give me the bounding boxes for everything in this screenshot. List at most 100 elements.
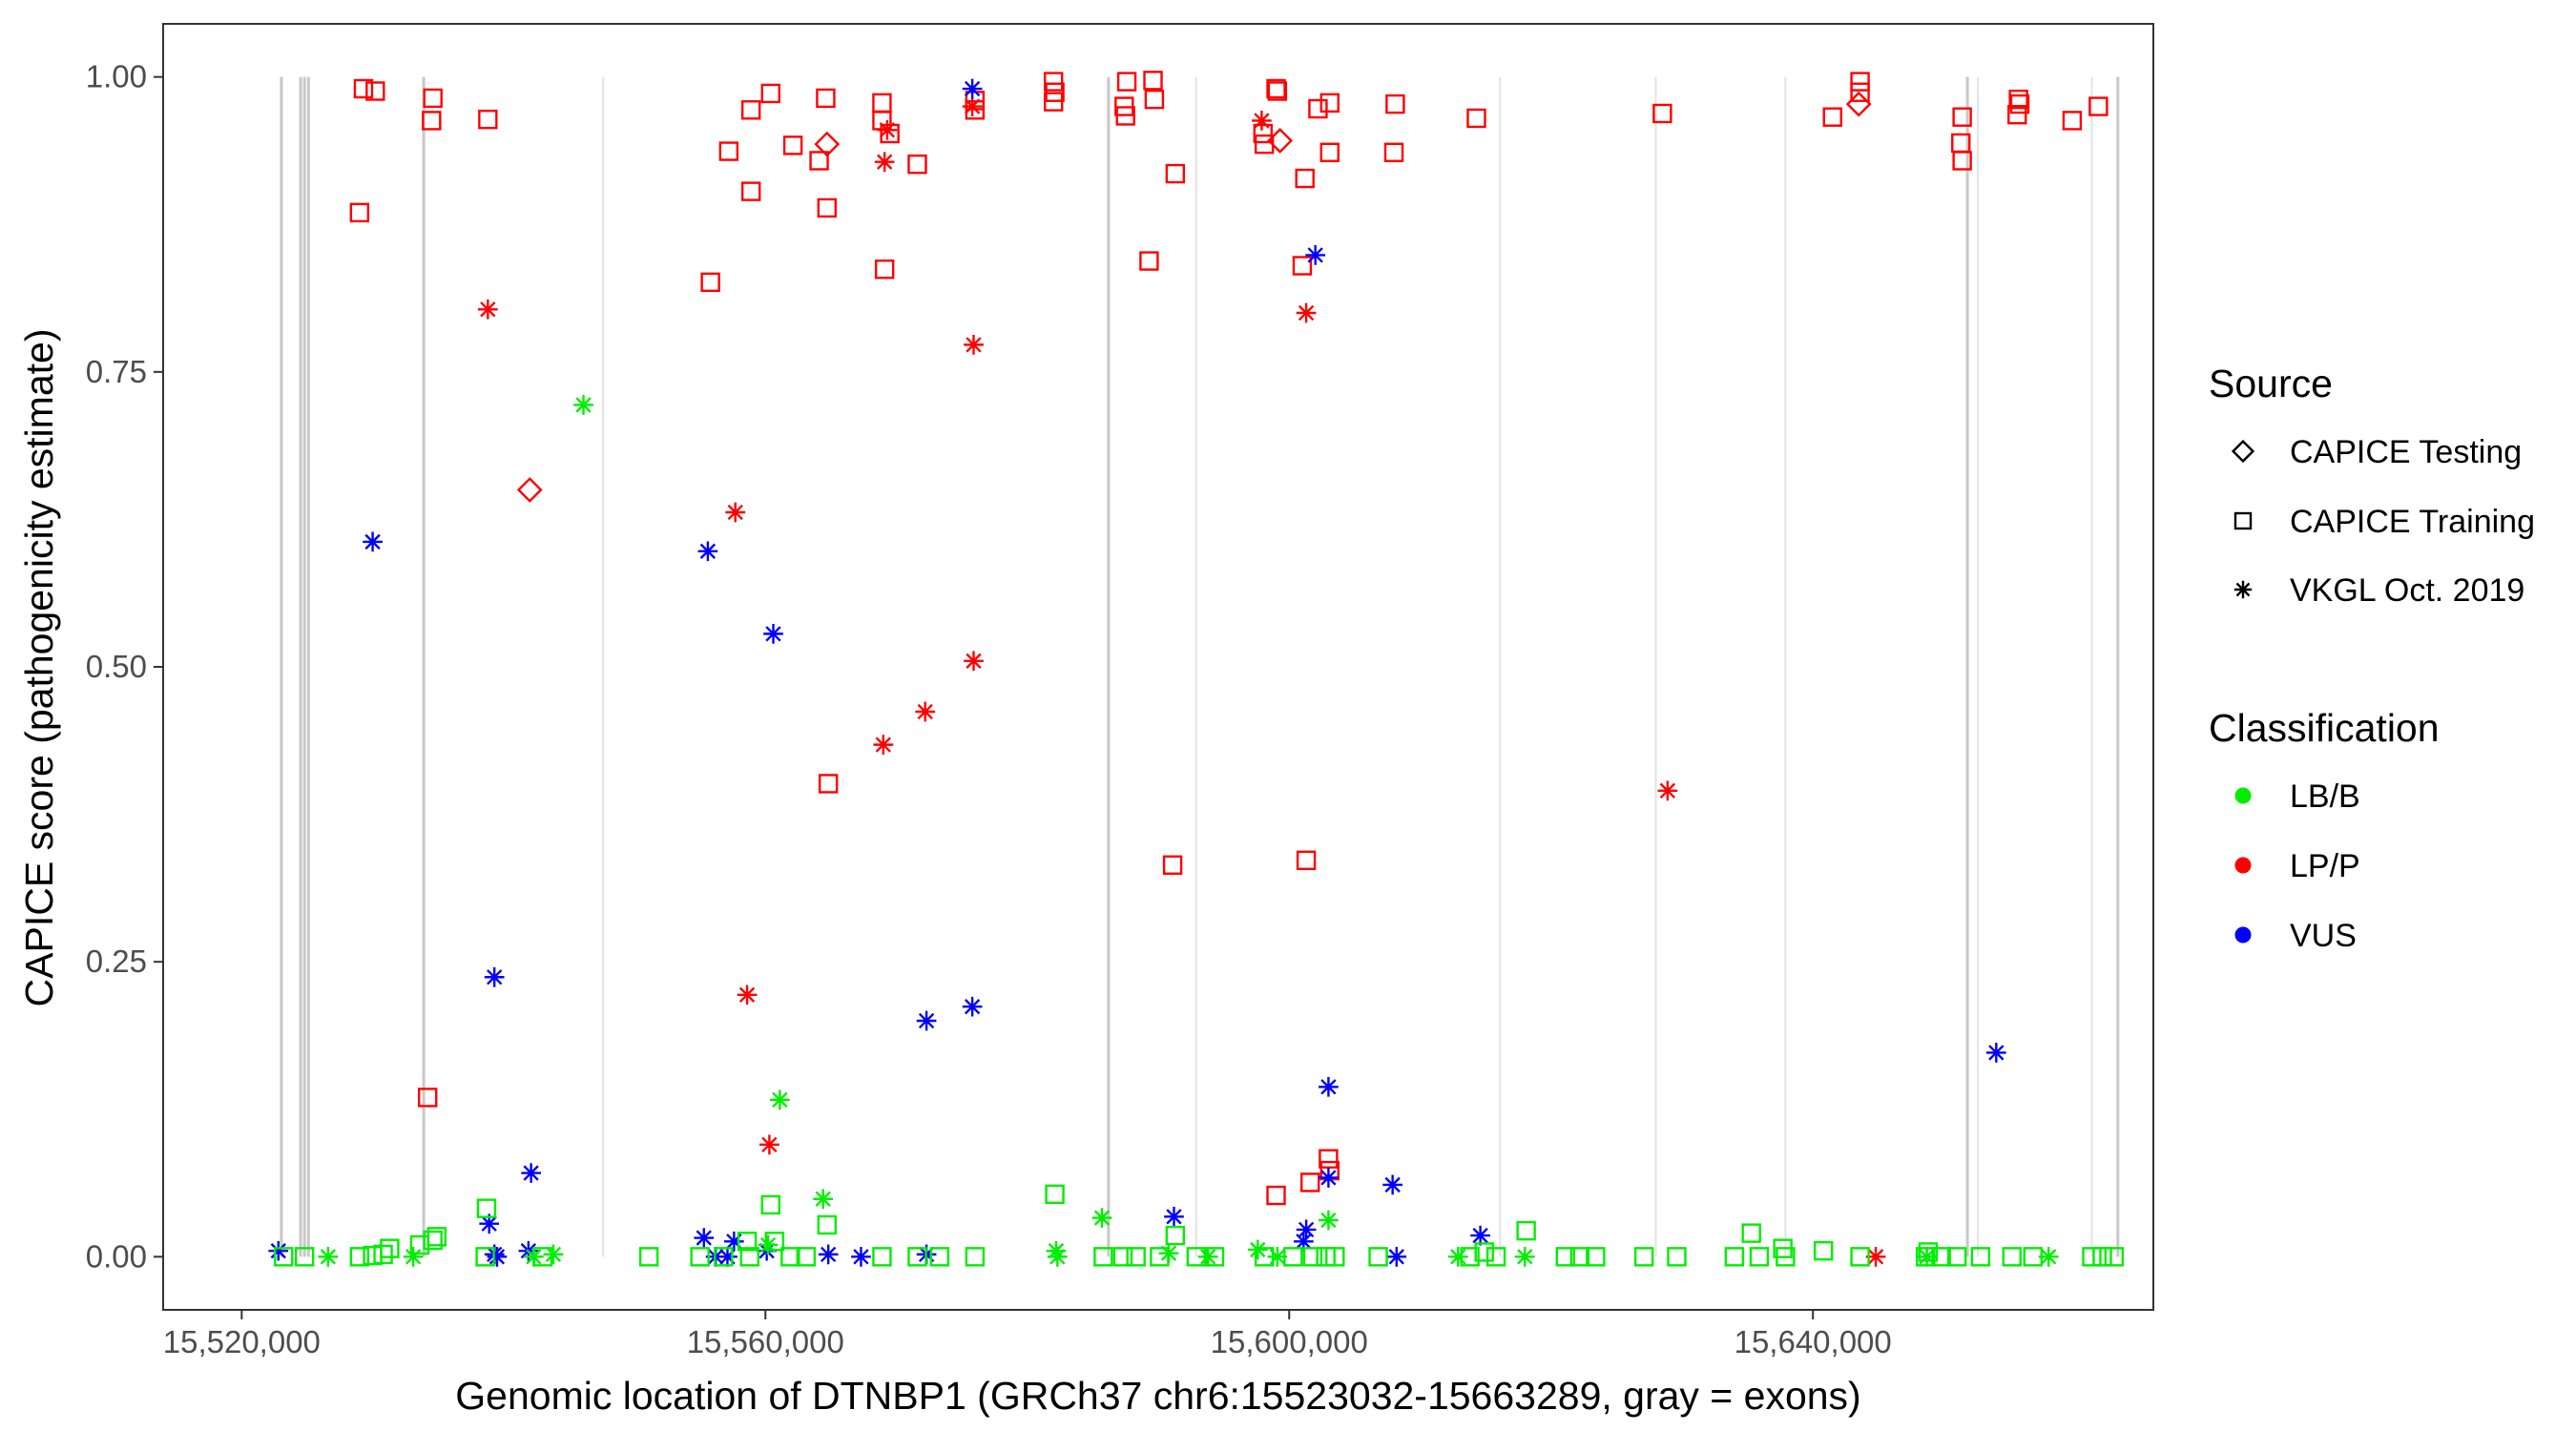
legend-key-dot: [2234, 787, 2252, 804]
data-point-asterisk: [873, 735, 894, 755]
legend-label: VKGL Oct. 2019: [2290, 572, 2524, 609]
data-point-square: [423, 88, 443, 109]
data-point-asterisk: [1470, 1225, 1490, 1246]
x-axis: 15,520,000 15,560,000 15,600,000 15,640,000: [163, 1310, 1892, 1359]
data-point-square: [796, 1247, 817, 1267]
data-point-square: [1266, 1185, 1286, 1206]
data-point-asterisk: [403, 1247, 424, 1267]
data-point-square: [1115, 106, 1135, 126]
data-point-square: [1383, 142, 1404, 163]
data-point-asterisk: [1305, 245, 1326, 265]
data-point-square: [718, 141, 739, 161]
data-point-square: [1952, 107, 1972, 127]
data-point-square: [1267, 81, 1288, 101]
data-point-asterisk: [964, 335, 984, 355]
data-point-asterisk: [1382, 1174, 1402, 1195]
legend-label: LB/B: [2290, 778, 2360, 815]
legend-key-square: [2233, 511, 2253, 530]
data-point-asterisk: [962, 996, 983, 1017]
data-point-square: [1319, 1149, 1339, 1169]
data-point-asterisk: [962, 96, 983, 116]
data-point-square: [764, 1232, 785, 1252]
data-point-asterisk: [759, 1134, 779, 1155]
data-point-square: [1266, 78, 1286, 99]
data-point-square: [1385, 93, 1405, 114]
data-point-square: [2009, 93, 2030, 114]
data-point-square: [816, 88, 836, 109]
legend-label: CAPICE Testing: [2290, 434, 2522, 470]
data-point-asterisk: [1296, 1219, 1317, 1240]
data-point-asterisk: [770, 1089, 790, 1110]
data-point-asterisk: [874, 152, 895, 173]
data-point-asterisk: [964, 651, 984, 672]
y-axis: 0.00 0.25 0.50 0.75 1.00: [86, 59, 163, 1274]
data-point-square: [475, 1247, 495, 1267]
data-point-asterisk: [484, 966, 505, 987]
data-point-square: [1253, 123, 1273, 144]
exon-lines: [280, 76, 2120, 1257]
data-point-asterisk: [573, 395, 593, 415]
data-point-square: [349, 202, 370, 223]
series-group: [274, 1184, 2125, 1267]
plot-panel-border: [162, 23, 2154, 1311]
data-point-asterisk: [1296, 302, 1317, 323]
y-tick-label: 0.25: [86, 944, 147, 979]
data-point-square: [1749, 1247, 1770, 1267]
data-point-square: [1916, 1247, 1936, 1267]
data-point-asterisk: [915, 701, 936, 722]
data-point-asterisk: [1164, 1206, 1184, 1227]
data-point-square: [1652, 103, 1672, 124]
data-point-square: [1813, 1240, 1834, 1261]
data-point-square: [2104, 1247, 2125, 1267]
data-point-square: [2092, 1247, 2112, 1267]
data-point-asterisk: [318, 1247, 339, 1267]
data-point-square: [423, 1230, 443, 1251]
data-point-square: [1296, 850, 1317, 871]
data-point-square: [422, 111, 442, 131]
data-point-square: [1516, 1220, 1536, 1241]
data-point-square: [2008, 89, 2028, 110]
data-point-square: [817, 197, 837, 218]
data-point-square: [1850, 1247, 1870, 1267]
data-point-square: [872, 93, 892, 114]
data-point-asterisk: [763, 624, 783, 644]
data-point-square: [965, 100, 986, 120]
data-point-asterisk: [725, 502, 746, 523]
data-point-asterisk: [477, 299, 498, 320]
data-point-asterisk: [1386, 1247, 1407, 1267]
data-point-square: [1368, 1247, 1388, 1267]
data-point-asterisk: [877, 119, 898, 140]
data-point-asterisk: [737, 985, 758, 1006]
data-points: [268, 71, 2125, 1267]
data-point-square: [965, 1247, 986, 1267]
data-point-square: [2002, 1247, 2022, 1267]
data-point-square: [274, 1247, 294, 1267]
data-point-square: [1093, 1247, 1113, 1267]
data-point-asterisk: [1865, 1247, 1886, 1267]
data-point-diamond: [814, 131, 841, 157]
data-point-asterisk: [1197, 1247, 1218, 1267]
data-point-asterisk: [1252, 111, 1272, 131]
data-point-square: [1254, 1247, 1275, 1267]
data-point-square: [2023, 1247, 2043, 1267]
data-point-square: [874, 259, 895, 280]
data-point-square: [638, 1247, 659, 1267]
data-point-asterisk: [697, 541, 718, 562]
data-point-square: [1555, 1247, 1576, 1267]
data-point-square: [373, 1244, 393, 1265]
data-point-square: [365, 81, 385, 101]
data-point-asterisk: [2038, 1247, 2059, 1267]
data-point-asterisk: [479, 1213, 500, 1234]
legend-title-source: Source: [2209, 362, 2333, 405]
data-point-square: [380, 1238, 400, 1258]
data-point-square: [740, 100, 761, 120]
data-point-square: [1044, 92, 1064, 112]
data-point-square: [1143, 71, 1163, 91]
data-point-square: [1633, 1247, 1654, 1267]
data-point-square: [760, 1194, 780, 1215]
data-point-asterisk: [813, 1189, 834, 1210]
data-point-asterisk: [1047, 1247, 1068, 1267]
series-group: [516, 91, 1872, 503]
data-point-square: [532, 1247, 553, 1267]
